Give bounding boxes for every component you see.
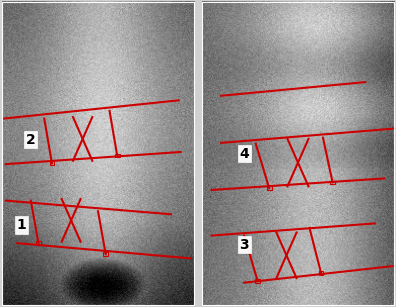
Bar xyxy=(267,186,272,190)
Bar xyxy=(202,2,394,305)
Bar xyxy=(36,241,41,245)
Bar xyxy=(319,271,324,275)
Text: 4: 4 xyxy=(239,146,249,161)
Bar xyxy=(2,2,194,305)
Bar xyxy=(103,252,108,256)
Bar xyxy=(50,161,54,165)
Bar xyxy=(115,154,120,157)
Bar xyxy=(255,279,260,283)
Text: 2: 2 xyxy=(26,133,36,147)
Text: 3: 3 xyxy=(240,238,249,252)
Bar xyxy=(330,181,335,184)
Text: 1: 1 xyxy=(16,218,26,232)
